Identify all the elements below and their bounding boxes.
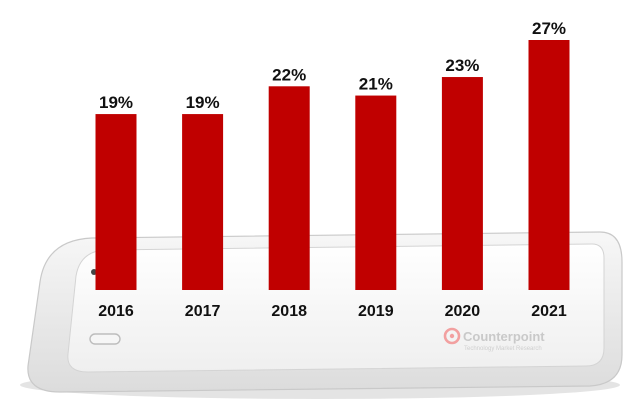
category-label-2017: 2017 (185, 303, 221, 320)
category-label-2021: 2021 (531, 303, 567, 320)
brand-name: Counterpoint (463, 329, 545, 344)
bar-2019 (355, 95, 397, 290)
bar-2018 (268, 86, 310, 290)
category-label-2016: 2016 (98, 303, 134, 320)
value-label-2017: 19% (186, 93, 220, 112)
value-label-2020: 23% (445, 56, 479, 75)
bars-layer (95, 40, 570, 291)
value-label-2021: 27% (532, 19, 566, 38)
bar-2021 (528, 40, 570, 290)
brand-logo-icon (443, 327, 461, 345)
category-labels-layer: 2016 2017 2018 2019 2020 2021 (98, 303, 567, 320)
bar-2016 (95, 114, 137, 291)
value-label-2016: 19% (99, 93, 133, 112)
category-label-2020: 2020 (445, 303, 481, 320)
category-label-2018: 2018 (271, 303, 307, 320)
phone-home-button (89, 333, 121, 345)
value-label-2019: 21% (359, 75, 393, 94)
brand-watermark: Counterpoint Technology Market Research (443, 327, 545, 352)
bar-2020 (441, 77, 483, 290)
bar-2017 (182, 114, 224, 291)
category-label-2019: 2019 (358, 303, 394, 320)
phone-screen (67, 243, 605, 373)
brand-logo-dot (449, 333, 455, 339)
value-label-2018: 22% (272, 65, 306, 84)
brand-tagline: Technology Market Research (464, 346, 542, 352)
value-labels-layer: 19% 19% 22% 21% 23% 27% (99, 19, 566, 112)
